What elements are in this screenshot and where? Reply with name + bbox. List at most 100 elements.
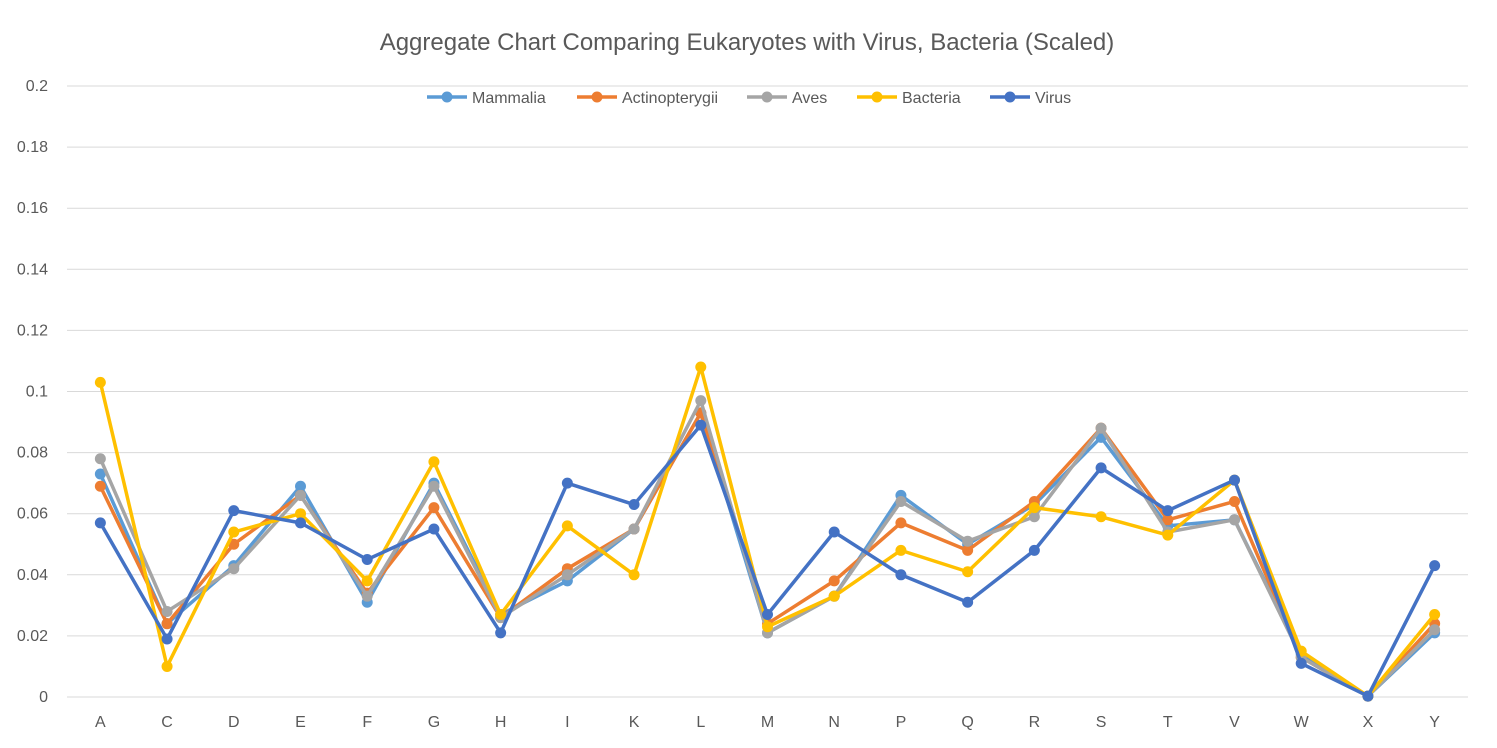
data-point	[895, 517, 907, 529]
data-point	[828, 526, 840, 538]
x-tick-label: F	[362, 714, 372, 731]
data-point	[1229, 514, 1240, 526]
data-point	[295, 508, 306, 520]
legend-item-aves: Aves	[747, 90, 827, 107]
legend-swatch-marker	[761, 91, 773, 103]
series-line	[98, 411, 1436, 698]
data-point	[561, 477, 573, 489]
data-point	[962, 535, 974, 547]
series-line	[98, 411, 1436, 698]
legend-item-bacteria: Bacteria	[857, 90, 961, 107]
data-point	[94, 517, 106, 529]
data-point	[1229, 495, 1240, 507]
series-line	[98, 365, 1436, 698]
data-point	[1095, 462, 1107, 474]
data-point	[1028, 502, 1040, 514]
y-tick-label: 0.2	[26, 78, 48, 95]
data-point	[1295, 657, 1307, 669]
y-tick-label: 0.08	[17, 445, 48, 462]
data-point	[828, 575, 840, 587]
legend-swatch-marker	[871, 91, 883, 103]
x-tick-label: D	[228, 714, 240, 731]
x-tick-label: L	[696, 714, 705, 731]
data-point	[1429, 624, 1441, 636]
y-tick-label: 0.06	[17, 506, 48, 523]
series-aves	[94, 395, 1441, 702]
y-tick-label: 0	[39, 689, 48, 706]
x-tick-label: C	[161, 714, 173, 731]
data-point	[228, 505, 240, 517]
legend-label: Mammalia	[472, 90, 546, 107]
x-tick-label: H	[495, 714, 507, 731]
data-point	[228, 563, 240, 575]
y-tick-label: 0.18	[17, 139, 48, 156]
x-tick-label: M	[761, 714, 774, 731]
data-point	[962, 596, 974, 608]
x-tick-label: Y	[1429, 714, 1440, 731]
data-point	[1162, 514, 1174, 526]
series-line	[98, 398, 1436, 698]
data-point	[695, 419, 707, 431]
data-point	[1162, 529, 1174, 541]
y-tick-label: 0.16	[17, 200, 48, 217]
data-point	[895, 569, 907, 581]
data-point	[428, 502, 440, 514]
data-point	[94, 453, 106, 465]
x-tick-label: V	[1229, 714, 1240, 731]
x-tick-label: T	[1163, 714, 1173, 731]
data-point	[1095, 422, 1107, 434]
y-tick-label: 0.04	[17, 567, 48, 584]
x-tick-label: A	[95, 714, 106, 731]
series-actinopterygii	[94, 407, 1441, 702]
y-tick-label: 0.12	[17, 322, 48, 339]
x-tick-label: G	[428, 714, 440, 731]
data-point	[428, 480, 440, 492]
data-point	[895, 495, 907, 507]
data-point	[1429, 609, 1441, 621]
data-point	[295, 480, 306, 492]
data-point	[762, 609, 773, 621]
data-point	[962, 544, 974, 556]
y-axis: 0 0.02 0.04 0.06 0.08 0.1 0.12 0.14 0.16 0.18 0.2	[17, 78, 48, 706]
data-point	[94, 480, 106, 492]
data-point	[161, 633, 173, 645]
legend-item-virus: Virus	[990, 90, 1071, 107]
legend-swatch-marker	[1004, 91, 1016, 103]
data-point	[628, 499, 640, 511]
y-tick-label: 0.14	[17, 261, 48, 278]
series-line	[98, 423, 1437, 698]
data-point	[1229, 474, 1240, 486]
y-tick-label: 0.02	[17, 628, 48, 645]
data-point	[1429, 560, 1441, 572]
series-layer	[94, 361, 1441, 702]
x-tick-label: X	[1363, 714, 1374, 731]
data-point	[361, 554, 373, 566]
data-point	[895, 544, 907, 556]
data-point	[828, 590, 840, 602]
data-point	[295, 489, 306, 501]
legend-label: Aves	[792, 90, 827, 107]
data-point	[428, 523, 440, 535]
legend-label: Virus	[1035, 90, 1071, 107]
data-point	[361, 575, 373, 587]
data-point	[1028, 511, 1040, 523]
chart-title: Aggregate Chart Comparing Eukaryotes wit…	[380, 29, 1115, 56]
x-tick-label: E	[295, 714, 306, 731]
legend-label: Bacteria	[902, 90, 961, 107]
x-tick-label: I	[565, 714, 569, 731]
gridlines	[67, 85, 1468, 698]
data-point	[561, 520, 573, 532]
x-tick-label: R	[1029, 714, 1041, 731]
data-point	[495, 609, 507, 621]
x-tick-label: W	[1294, 714, 1310, 731]
data-point	[962, 566, 974, 578]
legend-swatch-marker	[591, 91, 603, 103]
data-point	[495, 627, 507, 639]
data-point	[561, 569, 573, 581]
data-point	[1028, 544, 1040, 556]
data-point	[628, 523, 640, 535]
series-virus	[94, 419, 1441, 702]
legend: Mammalia Actinopterygii Aves Bacteria Virus	[427, 90, 1071, 107]
data-point	[695, 395, 707, 407]
